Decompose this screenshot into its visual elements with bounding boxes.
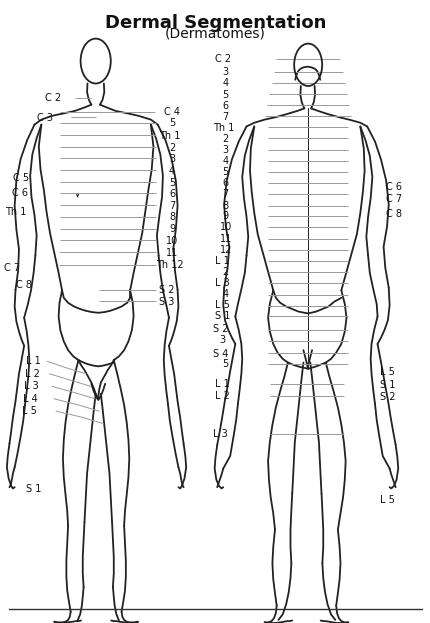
Text: C 2: C 2 [45, 93, 61, 103]
Text: Th 12: Th 12 [156, 260, 183, 270]
Text: 6: 6 [222, 178, 228, 188]
Text: L 4: L 4 [23, 394, 38, 404]
Text: S 3: S 3 [159, 297, 175, 307]
Text: C 8: C 8 [385, 209, 401, 219]
Text: C 6: C 6 [12, 188, 28, 198]
Text: C 6: C 6 [385, 182, 401, 192]
Text: 2: 2 [169, 143, 175, 153]
Text: 10: 10 [219, 222, 231, 232]
Text: 4: 4 [169, 166, 175, 176]
Text: 7: 7 [222, 112, 228, 121]
Text: Th 1: Th 1 [5, 207, 27, 217]
Text: S 2: S 2 [212, 324, 228, 334]
Text: 5: 5 [169, 178, 175, 188]
Text: S 1: S 1 [215, 311, 230, 321]
Text: 3: 3 [219, 335, 225, 345]
Text: L 2: L 2 [25, 369, 40, 379]
Text: 7: 7 [222, 189, 228, 199]
Text: 4: 4 [222, 289, 228, 299]
Text: L 1: L 1 [26, 356, 40, 366]
Text: C 5: C 5 [13, 173, 29, 183]
Text: 4: 4 [222, 156, 228, 166]
Text: C 2: C 2 [214, 54, 230, 64]
Text: C 7: C 7 [4, 263, 20, 273]
Text: S 1: S 1 [379, 380, 395, 390]
Text: L 3: L 3 [212, 429, 227, 439]
Text: S 4: S 4 [212, 349, 228, 359]
Text: S 2: S 2 [159, 285, 175, 295]
Text: S 1: S 1 [26, 484, 41, 494]
Text: 6: 6 [222, 101, 228, 111]
Text: 10: 10 [166, 236, 178, 246]
Text: 6: 6 [169, 189, 175, 199]
Text: 8: 8 [222, 201, 228, 211]
Text: 3: 3 [222, 67, 228, 77]
Text: 11: 11 [219, 234, 231, 244]
Text: 12: 12 [219, 245, 232, 255]
Text: L 5: L 5 [22, 406, 37, 416]
Text: 5: 5 [222, 90, 228, 100]
Text: L 5: L 5 [379, 367, 394, 377]
Text: Th 1: Th 1 [212, 123, 234, 133]
Text: 5: 5 [169, 118, 175, 128]
Text: L 5: L 5 [379, 495, 394, 505]
Text: 2: 2 [222, 267, 228, 277]
Text: 5: 5 [222, 167, 228, 177]
Text: Dermal Segmentation: Dermal Segmentation [104, 14, 326, 32]
Text: 8: 8 [169, 212, 175, 222]
Text: 5: 5 [222, 359, 228, 369]
Text: C 8: C 8 [16, 280, 32, 290]
Text: C 4: C 4 [163, 107, 179, 117]
Text: C 3: C 3 [37, 113, 52, 123]
Text: 3: 3 [169, 154, 175, 164]
Text: 9: 9 [222, 211, 228, 221]
Text: (Dermatomes): (Dermatomes) [165, 26, 265, 40]
Text: Th 1: Th 1 [159, 131, 181, 141]
Text: 7: 7 [169, 201, 175, 211]
Text: L 1: L 1 [215, 256, 230, 266]
Text: 3: 3 [222, 145, 228, 155]
Text: 9: 9 [169, 224, 175, 234]
Text: L 3: L 3 [215, 278, 230, 288]
Text: C 7: C 7 [385, 194, 401, 204]
Text: L 3: L 3 [24, 381, 39, 391]
Text: L 5: L 5 [215, 300, 230, 310]
Text: 11: 11 [166, 248, 178, 258]
Text: L 2: L 2 [215, 391, 230, 401]
Text: 4: 4 [222, 78, 228, 88]
Text: 2: 2 [222, 134, 228, 144]
Text: S 2: S 2 [379, 392, 395, 402]
Text: L 1: L 1 [215, 379, 230, 389]
